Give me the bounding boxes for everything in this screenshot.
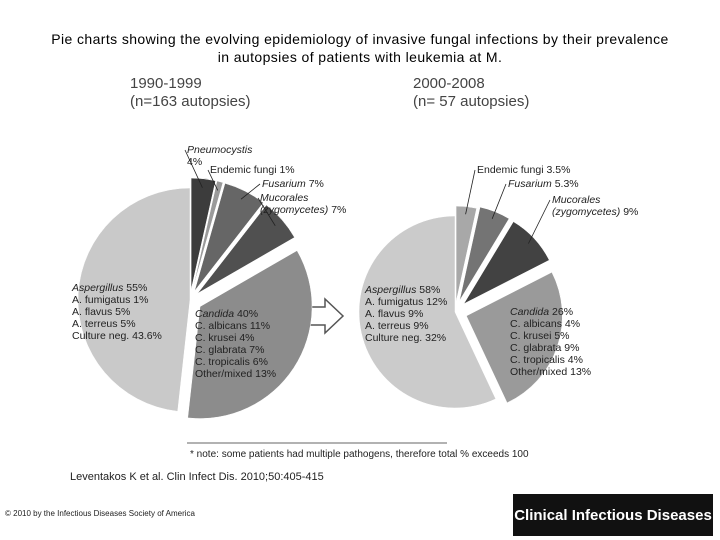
- leader-line: [491, 183, 507, 219]
- breakdown-item: Other/mixed 13%: [510, 366, 592, 378]
- category-name: Mucorales (zygomycetes): [552, 194, 621, 218]
- category-name: Aspergillus: [72, 282, 124, 294]
- breakdown-item: Culture neg. 32%: [365, 332, 447, 344]
- breakdown-item: Other/mixed 13%: [195, 368, 277, 380]
- leader-line: [184, 149, 203, 188]
- value-label: 9%: [623, 206, 639, 218]
- breakdown-item: C. albicans 11%: [195, 320, 271, 332]
- pie-title: 1990-1999: [130, 75, 202, 92]
- value-label: 40%: [237, 308, 259, 320]
- breakdown-item: Culture neg. 43.6%: [72, 330, 162, 342]
- value-label: 5.3%: [554, 178, 579, 190]
- leader-line: [528, 199, 551, 244]
- category-name: Endemic fungi: [210, 164, 277, 176]
- slice-label: Mucorales (zygomycetes) 9%: [552, 194, 662, 218]
- pie-slice: [187, 250, 313, 419]
- slice-label: Endemic fungi 3.5%: [477, 164, 597, 176]
- category-name: Aspergillus: [365, 284, 417, 296]
- value-label: 58%: [419, 284, 441, 296]
- category-name: Fusarium: [508, 178, 552, 190]
- leader-line: [257, 197, 276, 226]
- slice-label: Pneumocystis 4%: [187, 144, 252, 168]
- pie-slice: [463, 221, 550, 305]
- value-label: 26%: [552, 306, 574, 318]
- breakdown-item: C. tropicalis 4%: [510, 354, 583, 366]
- breakdown-item: C. krusei 4%: [195, 332, 255, 344]
- value-label: 3.5%: [546, 164, 571, 176]
- copyright: © 2010 by the Infectious Diseases Societ…: [5, 509, 195, 518]
- pie-slice: [455, 205, 477, 303]
- breakdown-item: C. albicans 4%: [510, 318, 581, 330]
- slice-label: Fusarium 5.3%: [508, 178, 628, 190]
- value-label: 7%: [308, 178, 324, 190]
- leader-line: [465, 169, 476, 215]
- breakdown-item: A. fumigatus 12%: [365, 296, 448, 308]
- pie-slice: [466, 271, 563, 404]
- pie-heading: 2000-2008 (n= 57 autopsies): [413, 75, 529, 111]
- pie-slice: [77, 187, 191, 412]
- slide-title: Pie charts showing the evolving epidemio…: [51, 31, 669, 65]
- pie-title: 2000-2008: [413, 75, 485, 92]
- pie-heading: 1990-1999 (n=163 autopsies): [130, 75, 251, 111]
- breakdown-item: A. flavus 5%: [72, 306, 131, 318]
- pie-slice: [197, 204, 295, 294]
- breakdown-item: A. flavus 9%: [365, 308, 424, 320]
- pie-slice: [358, 215, 497, 409]
- category-name: Candida: [195, 308, 235, 320]
- pie-slice: [192, 180, 224, 291]
- journal-name: Clinical Infectious Diseases: [514, 507, 712, 524]
- breakdown-item: C. glabrata 9%: [510, 342, 580, 354]
- slice-label: Candida 40% C. albicans 11% C. krusei 4% C.…: [195, 308, 315, 380]
- note: * note: some patients had multiple patho…: [190, 449, 529, 460]
- breakdown-item: A. fumigatus 1%: [72, 294, 149, 306]
- leader-line: [240, 183, 261, 200]
- slice-label: Candida 26% C. albicans 4% C. krusei 5% C. …: [510, 306, 630, 378]
- pie-subtitle: (n= 57 autopsies): [413, 93, 530, 110]
- category-name: Pneumocystis: [187, 144, 253, 156]
- value-label: 4%: [187, 156, 203, 168]
- breakdown-item: C. glabrata 7%: [195, 344, 265, 356]
- pie-slice: [190, 177, 216, 291]
- slice-label: Aspergillus 55% A. fumigatus 1% A. flavus …: [72, 282, 192, 342]
- citation: Leventakos K et al. Clin Infect Dis. 201…: [70, 471, 324, 483]
- value-label: 7%: [331, 204, 347, 216]
- pie-subtitle: (n=163 autopsies): [130, 93, 251, 110]
- breakdown-item: A. terreus 5%: [72, 318, 136, 330]
- leader-line: [207, 169, 219, 191]
- value-label: 55%: [126, 282, 148, 294]
- slice-label: Mucorales (zygomycetes) 7%: [260, 192, 370, 216]
- value-label: 1%: [279, 164, 295, 176]
- category-name: Candida: [510, 306, 550, 318]
- breakdown-item: C. krusei 5%: [510, 330, 570, 342]
- category-name: Endemic fungi: [477, 164, 544, 176]
- category-name: Fusarium: [262, 178, 306, 190]
- category-name: Mucorales (zygomycetes): [260, 192, 329, 216]
- journal-logo: [513, 494, 713, 536]
- slice-label: Endemic fungi 1%: [210, 164, 330, 176]
- slice-label: Fusarium 7%: [262, 178, 382, 190]
- breakdown-item: A. terreus 9%: [365, 320, 429, 332]
- pie-slice: [194, 182, 264, 292]
- slice-label: Aspergillus 58% A. fumigatus 12% A. flavus…: [365, 284, 485, 344]
- breakdown-item: C. tropicalis 6%: [195, 356, 268, 368]
